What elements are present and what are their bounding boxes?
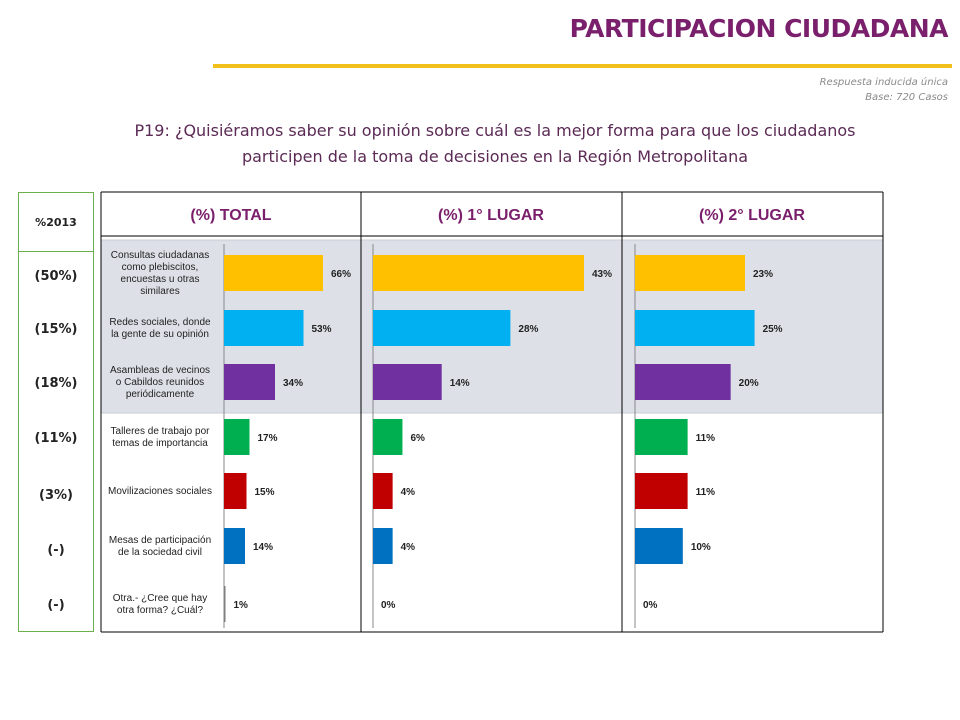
- bar: [224, 586, 226, 622]
- data-label: 15%: [255, 487, 275, 498]
- question-text: P19: ¿Quisiéramos saber su opinión sobre…: [60, 118, 930, 170]
- bar: [373, 528, 393, 564]
- bar: [373, 364, 442, 400]
- question-line-2: participen de la toma de decisiones en l…: [241, 147, 749, 166]
- series-header: (%) TOTAL: [190, 207, 271, 224]
- year-2013-value: (18%): [34, 376, 78, 391]
- bar: [224, 528, 245, 564]
- bar: [635, 255, 745, 291]
- data-label: 66%: [331, 269, 351, 280]
- bar: [373, 310, 511, 346]
- series-header: (%) 1° LUGAR: [438, 207, 544, 224]
- bar: [224, 255, 323, 291]
- data-label: 14%: [253, 542, 273, 553]
- category-label: Redes sociales, donde la gente de su opin…: [109, 317, 211, 340]
- series-header: (%) 2° LUGAR: [699, 207, 805, 224]
- bar: [224, 310, 304, 346]
- bar: [224, 364, 275, 400]
- data-label: 4%: [401, 542, 416, 553]
- bar: [224, 473, 247, 509]
- year-2013-value: (11%): [34, 431, 78, 446]
- bar: [373, 255, 584, 291]
- data-label: 25%: [763, 324, 783, 335]
- data-label: 0%: [381, 600, 396, 611]
- data-label: 34%: [283, 378, 303, 389]
- data-label: 43%: [592, 269, 612, 280]
- category-label: Asambleas de vecinos o Cabildos reunidos p…: [110, 365, 210, 400]
- category-label: Movilizaciones sociales: [108, 486, 212, 497]
- year-2013-value: (3%): [39, 488, 73, 503]
- bar: [635, 473, 688, 509]
- data-label: 1%: [234, 600, 249, 611]
- category-label: Otra.- ¿Cree que hay otra forma? ¿Cuál?: [113, 593, 207, 616]
- year-2013-value: (-): [47, 598, 65, 613]
- bar: [635, 364, 731, 400]
- year-2013-value: (-): [47, 543, 65, 558]
- category-label: Mesas de participación de la sociedad civ…: [109, 535, 211, 558]
- data-label: 4%: [401, 487, 416, 498]
- data-label: 6%: [410, 433, 425, 444]
- data-label: 11%: [696, 433, 716, 444]
- category-label: Consultas ciudadanas como plebiscitos, enc…: [111, 250, 209, 297]
- year-2013-column: %2013 (50%) (15%) (18%) (11%) (3%) (-) (…: [18, 192, 94, 632]
- data-label: 14%: [450, 378, 470, 389]
- year-2013-value: (15%): [34, 322, 78, 337]
- bar: [635, 419, 688, 455]
- title-underline: [213, 64, 952, 68]
- bar: [224, 419, 250, 455]
- base-note: Base: 720 Casos: [865, 92, 948, 103]
- bar: [373, 419, 403, 455]
- data-label: 11%: [696, 487, 716, 498]
- category-label: Talleres de trabajo por temas de importan…: [111, 426, 211, 449]
- bar: [373, 473, 393, 509]
- response-type-note: Respuesta inducida única: [819, 77, 948, 88]
- data-label: 10%: [691, 542, 711, 553]
- page-title: PARTICIPACION CIUDADANA: [569, 14, 949, 43]
- data-label: 23%: [753, 269, 773, 280]
- data-label: 0%: [643, 600, 658, 611]
- year-2013-header: %2013: [19, 193, 93, 252]
- year-2013-value: (50%): [34, 269, 78, 284]
- data-label: 17%: [258, 433, 278, 444]
- question-line-1: P19: ¿Quisiéramos saber su opinión sobre…: [134, 121, 856, 140]
- data-label: 28%: [518, 324, 538, 335]
- data-label: 20%: [739, 378, 759, 389]
- bar: [635, 528, 683, 564]
- bar: [635, 310, 755, 346]
- data-label: 53%: [312, 324, 332, 335]
